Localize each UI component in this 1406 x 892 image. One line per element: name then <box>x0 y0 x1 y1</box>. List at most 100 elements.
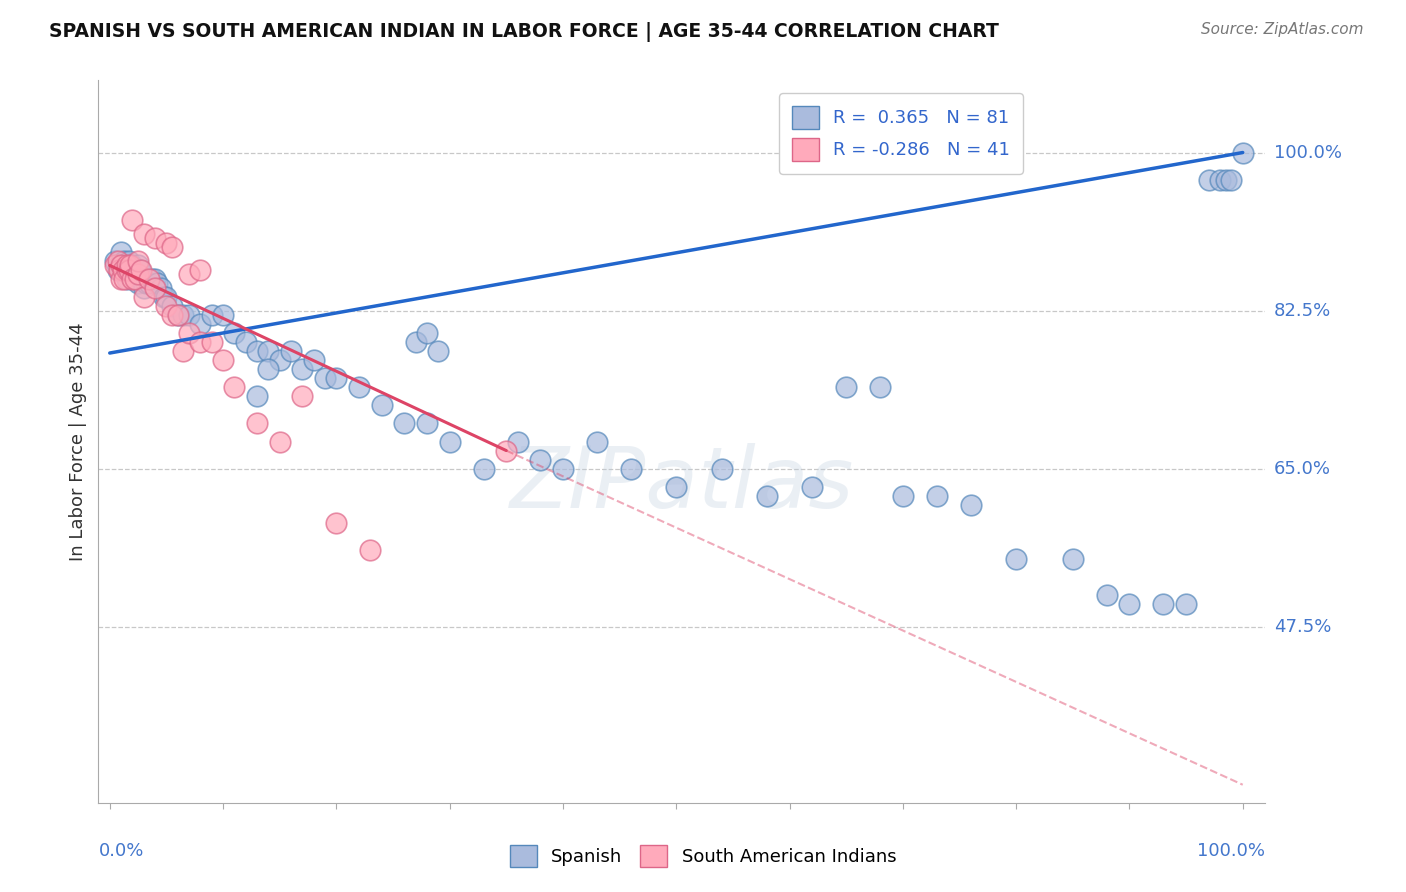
Point <box>143 272 166 286</box>
Point <box>495 443 517 458</box>
Point <box>1118 597 1140 611</box>
Point <box>115 259 138 273</box>
Point <box>359 542 381 557</box>
Point <box>127 268 149 282</box>
Point <box>110 263 132 277</box>
Point <box>416 417 439 431</box>
Point <box>291 362 314 376</box>
Point <box>114 272 136 286</box>
Point <box>131 272 153 286</box>
Point <box>166 308 188 322</box>
Point <box>108 263 131 277</box>
Point <box>160 308 183 322</box>
Point <box>551 461 574 475</box>
Point <box>1005 552 1028 566</box>
Point <box>620 461 643 475</box>
Point <box>755 489 778 503</box>
Point <box>160 299 183 313</box>
Point <box>110 259 132 273</box>
Point <box>291 389 314 403</box>
Point <box>416 326 439 341</box>
Point <box>212 308 235 322</box>
Point <box>124 272 146 286</box>
Point <box>149 281 172 295</box>
Point <box>246 344 269 359</box>
Point <box>212 353 235 368</box>
Point <box>201 308 224 322</box>
Text: 100.0%: 100.0% <box>1274 144 1341 161</box>
Text: 65.0%: 65.0% <box>1274 459 1330 477</box>
Text: Source: ZipAtlas.com: Source: ZipAtlas.com <box>1201 22 1364 37</box>
Point <box>201 335 224 350</box>
Point <box>132 290 155 304</box>
Point <box>143 231 166 245</box>
Point <box>959 498 981 512</box>
Point <box>120 259 142 273</box>
Point <box>1209 172 1232 186</box>
Point <box>172 308 194 322</box>
Point <box>370 398 392 412</box>
Point <box>121 259 143 273</box>
Point <box>347 380 370 394</box>
Point <box>127 254 149 268</box>
Point <box>257 362 280 376</box>
Point <box>506 434 529 449</box>
Point <box>246 389 269 403</box>
Point <box>269 353 291 368</box>
Point <box>405 335 427 350</box>
Text: 47.5%: 47.5% <box>1274 617 1331 636</box>
Point <box>121 272 143 286</box>
Text: 82.5%: 82.5% <box>1274 301 1331 319</box>
Point <box>891 489 914 503</box>
Text: ZIPatlas: ZIPatlas <box>510 443 853 526</box>
Point <box>1198 172 1220 186</box>
Point <box>129 263 152 277</box>
Point <box>108 259 131 273</box>
Point <box>314 371 336 385</box>
Point <box>710 461 733 475</box>
Point <box>325 516 347 530</box>
Point <box>104 259 127 273</box>
Point <box>143 281 166 295</box>
Point <box>529 452 551 467</box>
Y-axis label: In Labor Force | Age 35-44: In Labor Force | Age 35-44 <box>69 322 87 561</box>
Point <box>110 244 132 259</box>
Point <box>104 254 127 268</box>
Text: 0.0%: 0.0% <box>98 842 143 860</box>
Point <box>110 272 132 286</box>
Point <box>869 380 891 394</box>
Point <box>107 254 129 268</box>
Point <box>190 335 212 350</box>
Point <box>115 263 138 277</box>
Point <box>138 272 160 286</box>
Point <box>269 434 291 449</box>
Point <box>155 290 177 304</box>
Point <box>801 480 824 494</box>
Text: 100.0%: 100.0% <box>1198 842 1265 860</box>
Point <box>586 434 609 449</box>
Point <box>166 308 188 322</box>
Point <box>112 259 135 273</box>
Point <box>925 489 948 503</box>
Point <box>120 263 142 277</box>
Point <box>835 380 858 394</box>
Point <box>127 277 149 291</box>
Point <box>394 417 416 431</box>
Point <box>160 240 183 254</box>
Point <box>177 268 200 282</box>
Point <box>155 235 177 250</box>
Point <box>246 417 269 431</box>
Point <box>665 480 688 494</box>
Point <box>141 272 163 286</box>
Point <box>224 326 246 341</box>
Point <box>257 344 280 359</box>
Point <box>427 344 450 359</box>
Point <box>302 353 325 368</box>
Point <box>235 335 257 350</box>
Point <box>121 213 143 227</box>
Point <box>115 272 138 286</box>
Point <box>1215 172 1237 186</box>
Point <box>132 227 155 241</box>
Point <box>1152 597 1174 611</box>
Point <box>190 317 212 331</box>
